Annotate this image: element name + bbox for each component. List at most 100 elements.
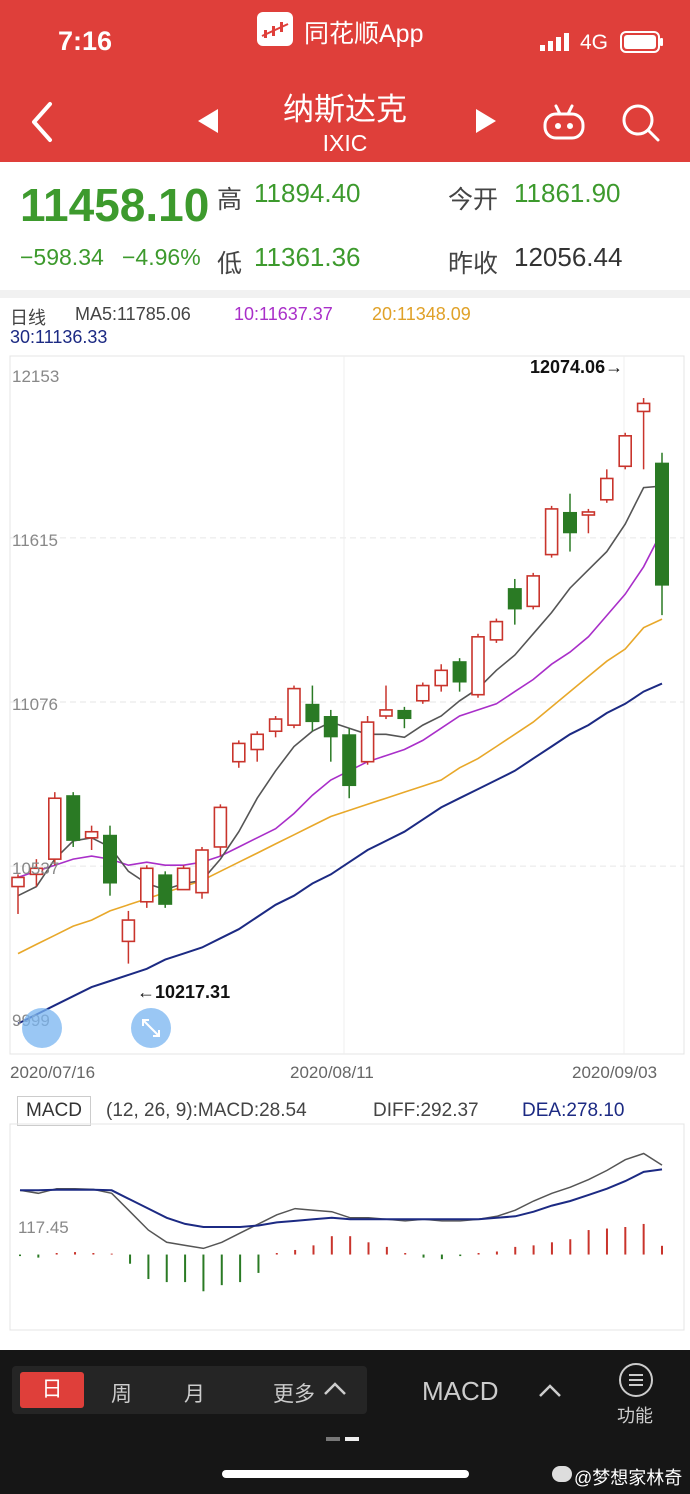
candle[interactable] xyxy=(599,469,614,503)
candle-body xyxy=(84,830,99,839)
candle[interactable] xyxy=(471,633,485,698)
app-logo-icon xyxy=(257,12,293,46)
candle-body xyxy=(507,588,522,610)
indicator-select[interactable]: MACD xyxy=(422,1376,499,1406)
tab-more[interactable]: 更多 xyxy=(273,1383,315,1406)
candle[interactable] xyxy=(84,825,99,851)
candle[interactable] xyxy=(11,874,25,914)
prev-close-value: 12056.44 xyxy=(514,242,623,272)
more-chevron-up-icon[interactable] xyxy=(323,1380,347,1401)
price-change: −598.34 xyxy=(20,244,104,270)
candle[interactable] xyxy=(29,859,44,887)
candle-body xyxy=(434,669,449,687)
candle[interactable] xyxy=(103,825,117,896)
candle-body xyxy=(176,867,191,891)
home-indicator xyxy=(222,1470,469,1478)
candle[interactable] xyxy=(342,728,357,799)
chart-zoom-icon[interactable] xyxy=(22,1008,62,1048)
candle[interactable] xyxy=(195,846,209,899)
candle[interactable] xyxy=(232,740,246,768)
ma20-line xyxy=(17,618,663,955)
page-indicator xyxy=(326,1428,359,1446)
candle[interactable] xyxy=(655,452,669,616)
tab-month[interactable]: 月 xyxy=(184,1383,205,1406)
candle-body xyxy=(140,867,154,903)
tab-day[interactable]: 日 xyxy=(20,1372,84,1408)
robot-assistant-icon[interactable] xyxy=(542,102,586,147)
candle[interactable] xyxy=(618,432,633,470)
candle[interactable] xyxy=(507,578,522,625)
ma30-line xyxy=(17,682,663,1025)
function-label[interactable]: 功能 xyxy=(617,1406,653,1426)
candle[interactable] xyxy=(434,664,449,692)
header-bar: 7:16 同花顺App 4G xyxy=(0,0,690,162)
page-subtitle: IXIC xyxy=(322,130,368,156)
macd-indicator-tab[interactable]: MACD xyxy=(17,1096,91,1126)
candle-body xyxy=(47,797,62,860)
diff-line xyxy=(19,1152,663,1250)
candle-body xyxy=(581,511,596,516)
candle[interactable] xyxy=(581,508,596,534)
candle[interactable] xyxy=(158,871,173,908)
ma-legend-ma20: 20:11348.09 xyxy=(372,304,471,324)
candle-body xyxy=(471,636,485,696)
candle-body xyxy=(563,511,577,534)
candle[interactable] xyxy=(563,493,577,552)
indicator-chevron-up-icon[interactable] xyxy=(538,1382,562,1403)
candle-body xyxy=(526,575,541,608)
macd-diff: DIFF:292.37 xyxy=(373,1100,479,1121)
low-value: 11361.36 xyxy=(254,242,361,272)
next-index-icon[interactable] xyxy=(474,108,498,139)
high-value: 11894.40 xyxy=(254,178,361,208)
chart-expand-icon[interactable] xyxy=(131,1008,171,1048)
candle[interactable] xyxy=(140,865,154,908)
candle-body xyxy=(250,733,264,751)
candle-body xyxy=(415,684,430,702)
prev-index-icon[interactable] xyxy=(196,108,220,139)
candle[interactable] xyxy=(544,505,559,558)
back-icon[interactable] xyxy=(28,100,56,149)
candle-body xyxy=(232,742,246,763)
candlestick-chart[interactable]: 1215311615110761053799992020/07/162020/0… xyxy=(0,350,690,1090)
bottom-toolbar: 日 周 月 更多 MACD 功能 @梦想家林奇 xyxy=(0,1350,690,1494)
y-tick-label: 12153 xyxy=(12,367,59,386)
quote-panel: 11458.10 −598.34 −4.96% 高 11894.40 低 113… xyxy=(0,162,690,290)
candle-body xyxy=(599,477,614,501)
candle[interactable] xyxy=(526,572,541,610)
candle[interactable] xyxy=(47,792,62,866)
candle[interactable] xyxy=(121,910,136,964)
candle[interactable] xyxy=(415,682,430,704)
price-change-percent: −4.96% xyxy=(122,244,201,270)
prev-close-label: 昨收 xyxy=(448,250,499,278)
candle[interactable] xyxy=(66,792,81,847)
candle-body xyxy=(103,834,117,884)
candle[interactable] xyxy=(305,685,320,732)
candle[interactable] xyxy=(636,398,651,470)
low-label: 低 xyxy=(217,250,243,278)
search-icon[interactable] xyxy=(620,102,662,149)
candle[interactable] xyxy=(323,709,338,762)
candle[interactable] xyxy=(250,731,264,762)
candle[interactable] xyxy=(176,865,191,891)
signal-icon xyxy=(540,33,574,56)
candle[interactable] xyxy=(397,706,412,729)
candle[interactable] xyxy=(360,716,375,765)
max-annotation: 12074.06→ xyxy=(530,357,624,377)
candle-body xyxy=(397,709,412,720)
candle[interactable] xyxy=(287,685,301,729)
candle-body xyxy=(121,919,136,943)
macd-chart[interactable]: 117.45 xyxy=(0,1120,690,1332)
candle-body xyxy=(305,703,320,723)
weibo-logo-icon xyxy=(552,1466,572,1482)
candle[interactable] xyxy=(268,716,283,738)
open-label: 今开 xyxy=(448,186,499,214)
candle[interactable] xyxy=(379,685,393,720)
candle[interactable] xyxy=(213,804,228,857)
function-menu-icon[interactable] xyxy=(618,1362,654,1403)
last-price: 11458.10 xyxy=(20,179,210,231)
candle-body xyxy=(287,687,301,726)
battery-icon xyxy=(620,31,664,58)
candle[interactable] xyxy=(452,658,467,692)
tab-week[interactable]: 周 xyxy=(111,1383,132,1406)
candle[interactable] xyxy=(489,618,504,643)
